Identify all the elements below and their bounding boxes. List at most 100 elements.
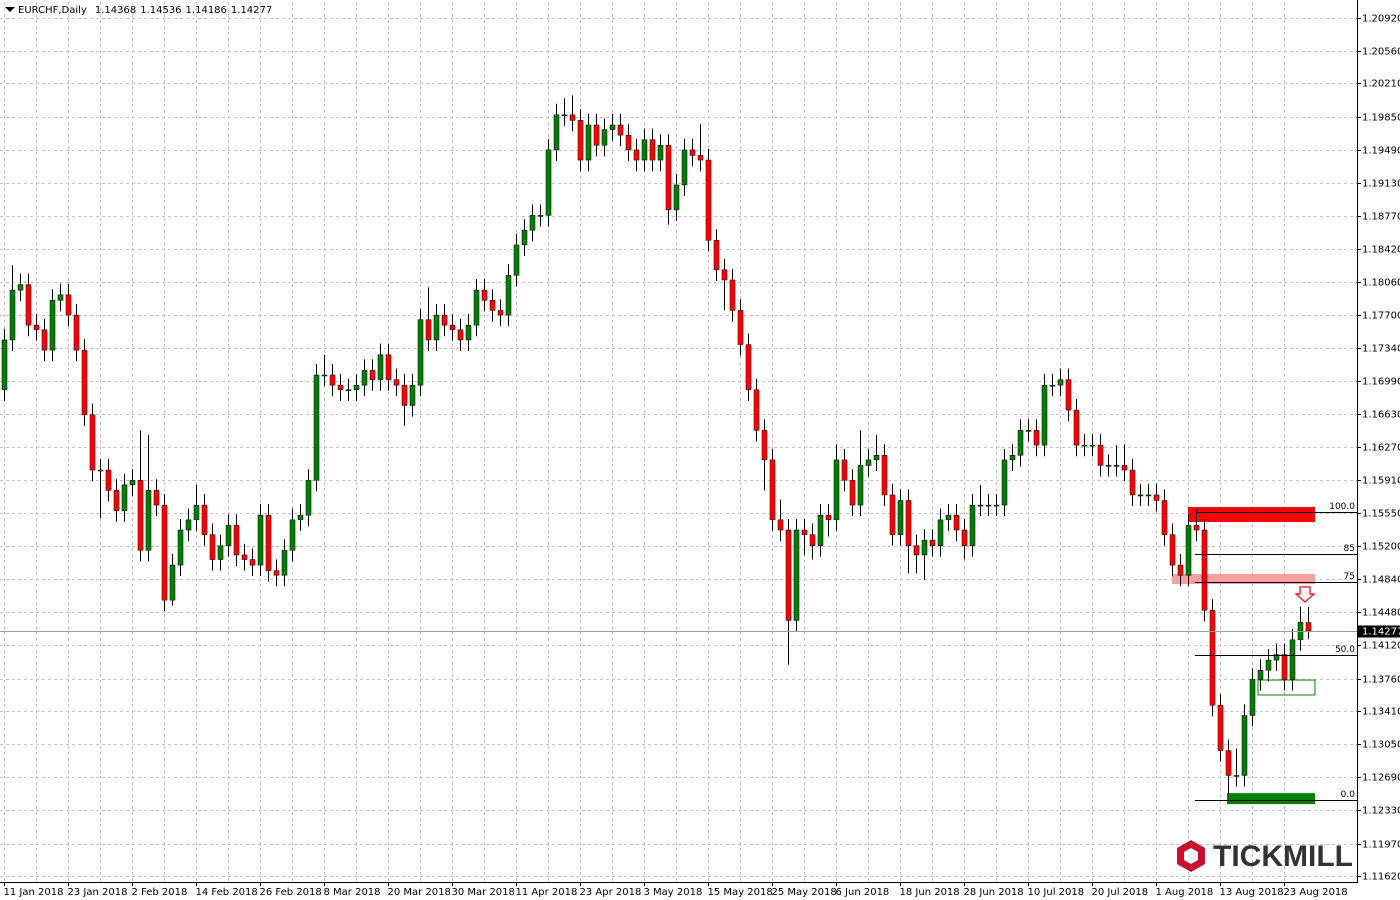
- candle-body: [1, 339, 8, 391]
- candle-body: [953, 515, 960, 531]
- current-price-label: 1.14277: [1362, 627, 1400, 638]
- candle-body: [1049, 384, 1056, 387]
- candle-body: [857, 465, 864, 506]
- x-tick-label: 11 Jan 2018: [4, 887, 64, 898]
- fib-label: 75: [1344, 572, 1355, 582]
- down-arrow: [1294, 586, 1316, 603]
- candle-body: [1273, 654, 1280, 661]
- x-tick-label: 3 May 2018: [644, 887, 703, 898]
- zones: [1172, 507, 1316, 805]
- fib-label: 0.0: [1341, 790, 1356, 800]
- candle-body: [849, 479, 856, 506]
- candle-body: [513, 244, 520, 276]
- candle-body: [345, 389, 352, 392]
- candle-body: [1289, 639, 1296, 680]
- candle-body: [993, 504, 1000, 507]
- x-tick-label: 28 Jun 2018: [964, 887, 1024, 898]
- candle-body: [1161, 500, 1168, 535]
- candle-body: [1145, 494, 1152, 497]
- x-tick-label: 20 Jul 2018: [1092, 887, 1149, 898]
- candle-body: [825, 515, 832, 521]
- x-tick-label: 6 Jun 2018: [836, 887, 890, 898]
- candle-body: [1233, 775, 1240, 777]
- candle-body: [1185, 525, 1192, 576]
- candle-body: [721, 269, 728, 281]
- candle-body: [625, 134, 632, 151]
- candle-body: [561, 114, 568, 117]
- candle-body: [665, 145, 672, 211]
- candle-body: [233, 525, 240, 556]
- candle-body: [761, 430, 768, 461]
- x-tick-label: 11 Apr 2018: [516, 887, 578, 898]
- candle-body: [425, 319, 432, 341]
- candle-body: [985, 504, 992, 507]
- current-price-box: [1358, 625, 1400, 638]
- x-tick-label: 20 Mar 2018: [388, 887, 451, 898]
- candle-body: [537, 215, 544, 217]
- candle-body: [553, 114, 560, 151]
- candle-body: [129, 479, 136, 486]
- candle-body: [593, 124, 600, 146]
- candle-body: [673, 184, 680, 211]
- candle-body: [841, 459, 848, 481]
- candle-body: [905, 500, 912, 546]
- candle-body: [473, 289, 480, 326]
- candle-body: [1001, 459, 1008, 506]
- candle-body: [705, 159, 712, 241]
- low-value: 1.14186: [186, 5, 227, 16]
- candle-body: [417, 319, 424, 386]
- candle-body: [1241, 715, 1248, 776]
- candle-body: [577, 120, 584, 161]
- header: EURCHF,Daily 1.14368 1.14536 1.14186 1.14277: [18, 5, 272, 16]
- candle-body: [529, 215, 536, 231]
- x-tick-label: 13 Aug 2018: [1220, 887, 1284, 898]
- candle-body: [961, 529, 968, 546]
- candle-body: [241, 554, 248, 560]
- candle-body: [1169, 534, 1176, 566]
- candle-body: [353, 384, 360, 391]
- candle-body: [401, 384, 408, 406]
- candle-body: [1177, 564, 1184, 576]
- candle-body: [1105, 465, 1112, 467]
- candle-body: [9, 289, 16, 341]
- y-tick-label: 1.18420: [1362, 245, 1400, 256]
- y-tick-label: 1.15550: [1362, 509, 1400, 520]
- open-value: 1.14368: [95, 5, 136, 16]
- watermark: TICKMILL: [1213, 840, 1353, 873]
- candle-body: [777, 519, 784, 531]
- candle-body: [1089, 444, 1096, 447]
- candle-body: [169, 564, 176, 601]
- x-tick-label: 8 Mar 2018: [324, 887, 381, 898]
- candle-body: [361, 370, 368, 386]
- candle-body: [785, 529, 792, 621]
- candle-body: [873, 455, 880, 461]
- candle-body: [1265, 659, 1272, 671]
- x-tick-label: 23 Jan 2018: [68, 887, 128, 898]
- candle-body: [1081, 444, 1088, 447]
- candle-body: [889, 494, 896, 535]
- candle-body: [969, 504, 976, 546]
- candle-body: [409, 384, 416, 406]
- candle-body: [121, 484, 128, 511]
- candle-body: [729, 279, 736, 311]
- candle-body: [81, 349, 88, 415]
- candle-body: [89, 414, 96, 471]
- y-tick-label: 1.11970: [1362, 840, 1400, 851]
- candle-body: [33, 324, 40, 331]
- candle-body: [737, 310, 744, 345]
- candle-body: [1113, 465, 1120, 467]
- candle-body: [489, 300, 496, 311]
- candle-body: [913, 545, 920, 556]
- y-tick-label: 1.20210: [1362, 79, 1400, 90]
- candle-body: [161, 504, 168, 601]
- high-value: 1.14536: [140, 5, 181, 16]
- x-tick-label: 2 Feb 2018: [132, 887, 188, 898]
- candle-body: [697, 155, 704, 161]
- y-tick-label: 1.13050: [1362, 740, 1400, 751]
- candle-body: [569, 114, 576, 121]
- candle-body: [137, 479, 144, 551]
- y-tick-label: 1.14120: [1362, 641, 1400, 652]
- y-tick-label: 1.17700: [1362, 311, 1400, 322]
- candle-body: [393, 379, 400, 386]
